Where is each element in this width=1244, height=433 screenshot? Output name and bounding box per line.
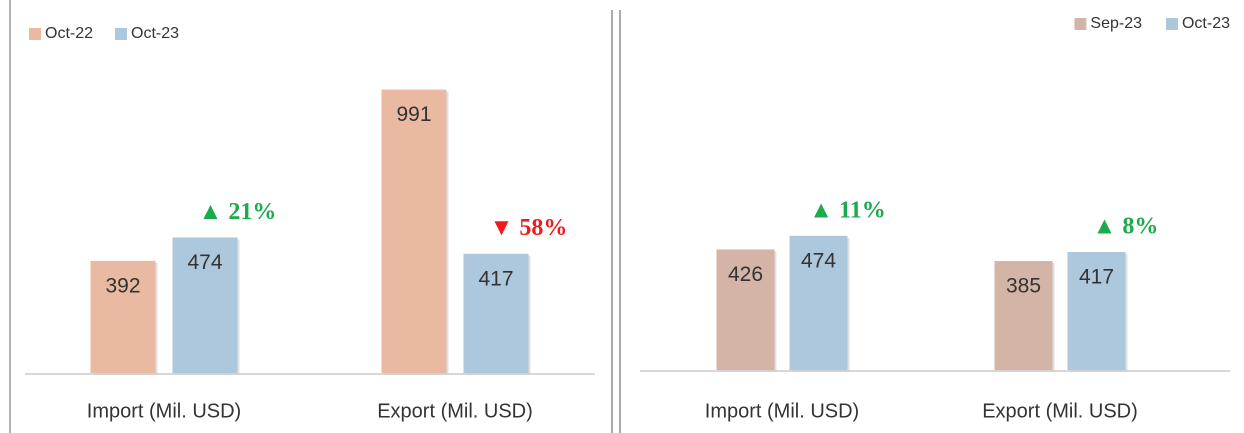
value-label: 474: [801, 249, 836, 272]
legend-label: Oct-23: [131, 25, 179, 42]
legend-label: Sep-23: [1090, 15, 1142, 32]
bar: [716, 249, 775, 370]
x-tick-label: Export (Mil. USD): [982, 400, 1138, 422]
bar: [463, 253, 529, 373]
bar: [90, 260, 156, 373]
x-tick-label: Import (Mil. USD): [87, 400, 241, 422]
legend-swatch: [1074, 18, 1087, 30]
bar: [789, 235, 848, 370]
bar: [381, 89, 447, 373]
value-label: 392: [105, 274, 140, 297]
value-label: 991: [396, 103, 431, 126]
value-label: 385: [1006, 275, 1041, 298]
value-label: 426: [728, 263, 763, 286]
legend-swatch: [29, 28, 41, 40]
x-tick-label: Import (Mil. USD): [705, 400, 859, 422]
x-tick-label: Export (Mil. USD): [377, 400, 533, 422]
value-label: 417: [1079, 266, 1114, 289]
legend-swatch: [1165, 18, 1178, 30]
legend-swatch: [115, 28, 128, 40]
legend-label: Oct-22: [45, 25, 93, 42]
change-annotation: ▼ 58%: [490, 215, 568, 241]
value-label: 417: [478, 267, 513, 290]
change-annotation: ▲ 8%: [1093, 213, 1159, 239]
change-annotation: ▲ 11%: [809, 197, 885, 223]
bar: [994, 261, 1053, 370]
bar: [1067, 251, 1126, 370]
value-label: 474: [187, 251, 222, 274]
change-annotation: ▲ 21%: [199, 199, 277, 225]
legend-label: Oct-23: [1182, 15, 1230, 32]
bar: [172, 237, 238, 373]
